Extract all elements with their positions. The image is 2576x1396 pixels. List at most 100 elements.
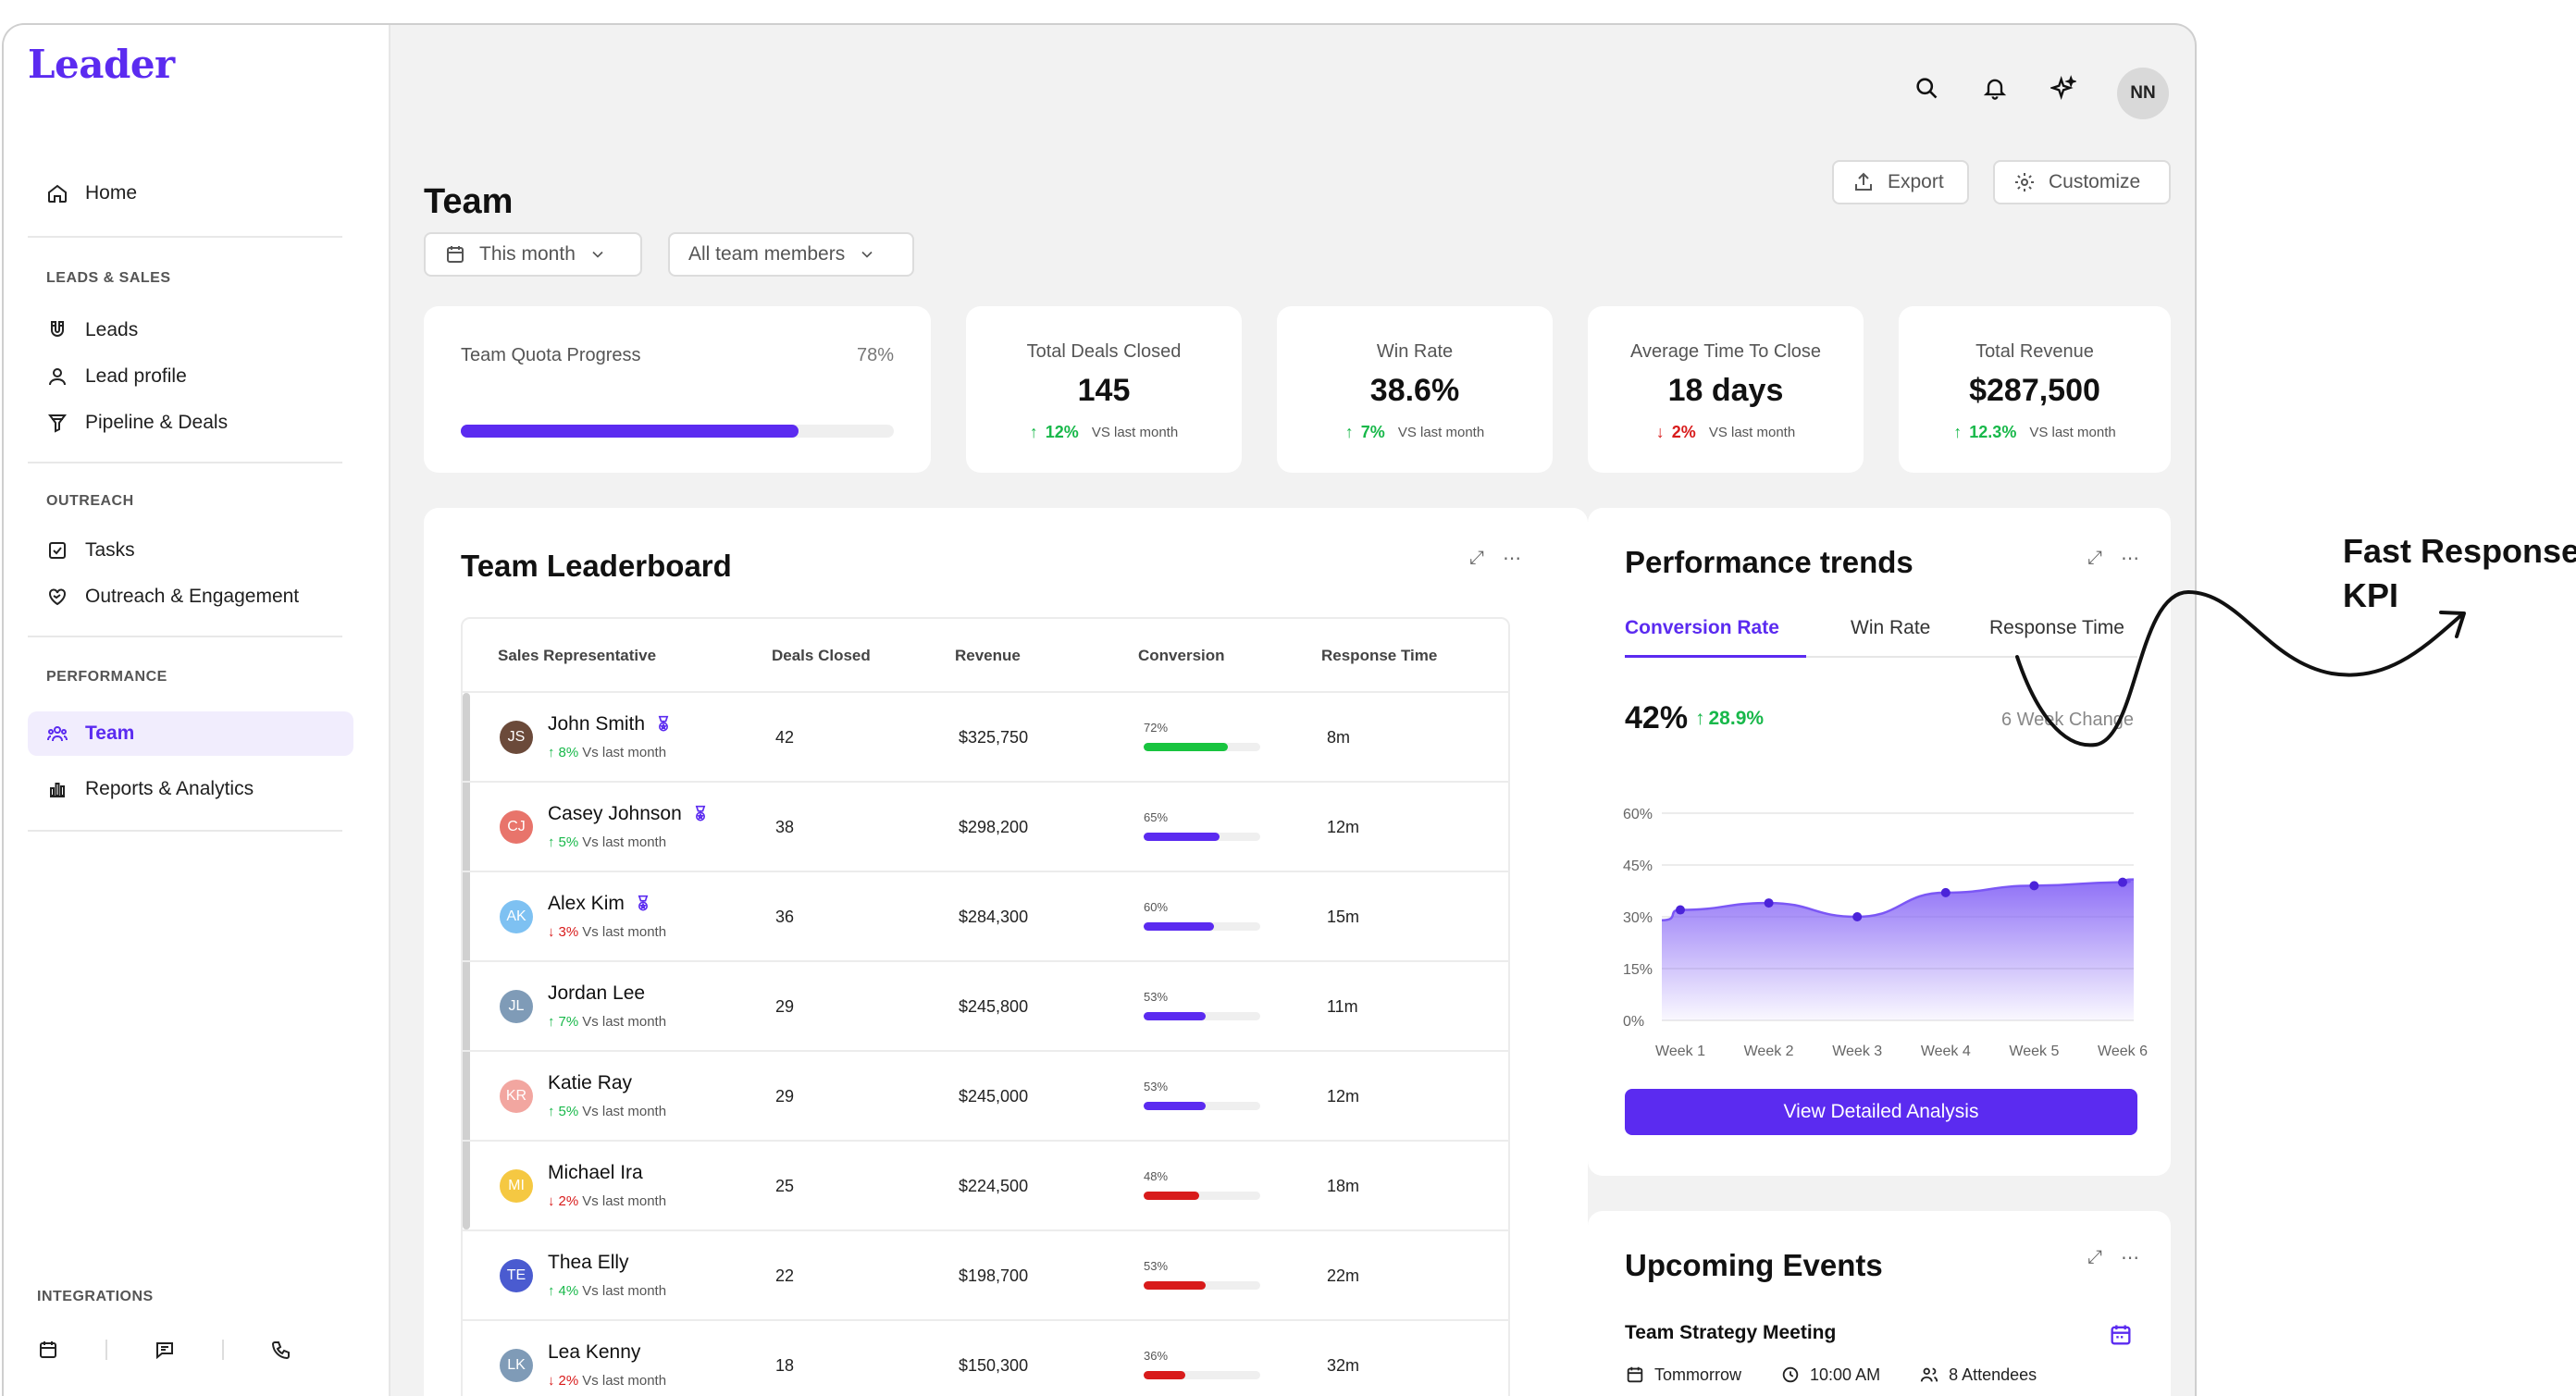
table-row[interactable]: AK Alex Kim ↓ 3% Vs last month 36 $284,300 60% 1… (463, 871, 1508, 960)
annotation-line: KPI (2343, 576, 2399, 614)
app-logo[interactable]: Leader (28, 42, 175, 87)
rep-name[interactable]: Alex Kim (548, 893, 625, 914)
data-point (1676, 905, 1685, 915)
rep-name[interactable]: Casey Johnson (548, 803, 682, 824)
table-row[interactable]: TE Thea Elly ↑ 4% Vs last month 22 $198,700 53%… (463, 1229, 1508, 1319)
tab-win-rate[interactable]: Win Rate (1851, 617, 1931, 638)
calendar-icon[interactable] (37, 1339, 59, 1361)
view-analysis-button[interactable]: View Detailed Analysis (1625, 1089, 2137, 1135)
conversion-label: 48% (1144, 1169, 1169, 1183)
user-avatar[interactable]: NN (2117, 68, 2169, 119)
members-select[interactable]: All team members (668, 232, 914, 277)
conversion-label: 60% (1144, 900, 1169, 914)
table-row[interactable]: KR Katie Ray ↑ 5% Vs last month 29 $245,000 53%… (463, 1050, 1508, 1140)
conversion-label: 36% (1144, 1349, 1169, 1363)
rep-trend: ↑ 5% Vs last month (548, 834, 666, 850)
calendar-icon (1627, 1366, 1643, 1383)
export-button[interactable]: Export (1832, 160, 1969, 204)
area-fill (1662, 879, 2134, 1020)
conversion-bar-fill (1144, 1192, 1200, 1200)
column-header[interactable]: Revenue (955, 647, 1021, 664)
response-cell: 22m (1327, 1266, 1360, 1285)
sparkle-icon[interactable] (2043, 68, 2084, 108)
tab-conversion-rate[interactable]: Conversion Rate (1625, 617, 1806, 658)
column-header[interactable]: Response Time (1321, 647, 1438, 664)
data-point (1940, 887, 1951, 897)
column-header[interactable]: Deals Closed (772, 647, 871, 664)
rep-trend-suffix: Vs last month (582, 924, 667, 940)
team-icon (47, 726, 68, 742)
sidebar-item-lead-profile[interactable]: Lead profile (28, 354, 353, 399)
sidebar-item-team[interactable]: Team (28, 711, 353, 756)
divider (28, 830, 342, 832)
quota-progress-track (461, 425, 894, 438)
avatar: TE (500, 1259, 533, 1292)
kpi-value: 18 days (1667, 373, 1784, 408)
table-row[interactable]: JL Jordan Lee ↑ 7% Vs last month 29 $245,800 53… (463, 960, 1508, 1050)
leaderboard-table: Sales Representative Deals Closed Revenu… (461, 617, 1510, 1396)
bell-icon[interactable] (1975, 68, 2015, 108)
conversion-label: 53% (1144, 1080, 1169, 1093)
rep-name[interactable]: John Smith (548, 713, 646, 735)
rep-name[interactable]: Jordan Lee (548, 982, 646, 1004)
table-row[interactable]: CJ Casey Johnson ↑ 5% Vs last month 38 $298,20… (463, 781, 1508, 871)
table-row[interactable]: MI Michael Ira ↓ 2% Vs last month 25 $224,500 4… (463, 1140, 1508, 1229)
award-icon (638, 895, 649, 911)
event-name[interactable]: Team Strategy Meeting (1625, 1322, 1837, 1343)
card-tools: ⤢ ⋯ (2087, 547, 2139, 570)
conversion-label: 53% (1144, 1259, 1169, 1273)
data-point (1764, 898, 1774, 908)
response-cell: 11m (1327, 997, 1358, 1016)
avatar: JS (500, 721, 533, 754)
sidebar-item-reports[interactable]: Reports & Analytics (28, 767, 353, 811)
table-row[interactable]: JS John Smith ↑ 8% Vs last month 42 $325,750 72… (463, 691, 1508, 781)
conversion-bar-track (1144, 1371, 1260, 1379)
divider (105, 1340, 107, 1360)
user-icon (49, 368, 66, 386)
sidebar-item-label: Pipeline & Deals (85, 412, 229, 433)
y-tick-label: 30% (1623, 910, 1653, 926)
more-icon[interactable]: ⋯ (2121, 1248, 2139, 1268)
y-tick-label: 15% (1623, 962, 1653, 978)
sidebar-item-tasks[interactable]: Tasks (28, 528, 353, 573)
revenue-cell: $325,750 (959, 728, 1029, 747)
divider (28, 462, 342, 463)
tab-response-time[interactable]: Response Time (1989, 617, 2124, 638)
quota-label: Team Quota Progress (461, 345, 641, 365)
expand-icon[interactable]: ⤢ (2087, 1247, 2102, 1267)
avatar: CJ (500, 810, 533, 844)
expand-icon[interactable]: ⤢ (2087, 548, 2102, 568)
conversion-label: 53% (1144, 990, 1169, 1004)
period-select[interactable]: This month (424, 232, 642, 277)
rep-name[interactable]: Thea Elly (548, 1252, 629, 1273)
conversion-label: 65% (1144, 810, 1169, 824)
award-icon (658, 715, 669, 732)
kpi-change-vs: VS last month (1708, 425, 1796, 440)
deals-cell: 29 (775, 997, 795, 1016)
column-header[interactable]: Sales Representative (498, 647, 657, 664)
phone-icon[interactable] (270, 1339, 292, 1361)
table-row[interactable]: LK Lea Kenny ↓ 2% Vs last month 18 $150,300 36%… (463, 1319, 1508, 1396)
expand-icon[interactable]: ⤢ (1469, 548, 1484, 568)
column-header[interactable]: Conversion (1138, 647, 1225, 664)
rep-name[interactable]: Katie Ray (548, 1072, 633, 1093)
conversion-bar-fill (1144, 743, 1228, 751)
more-icon[interactable]: ⋯ (1503, 549, 1521, 569)
customize-button[interactable]: Customize (1993, 160, 2171, 204)
trend-change-value: 28.9% (1708, 708, 1765, 729)
checkbox-icon (49, 542, 66, 559)
sidebar-item-pipeline[interactable]: Pipeline & Deals (28, 401, 353, 445)
rep-trend-suffix: Vs last month (582, 1373, 667, 1389)
rep-name[interactable]: Lea Kenny (548, 1341, 641, 1363)
more-icon[interactable]: ⋯ (2121, 549, 2139, 569)
chat-icon[interactable] (154, 1339, 176, 1361)
sidebar-item-outreach[interactable]: Outreach & Engagement (28, 574, 353, 619)
sidebar-item-home[interactable]: Home (28, 171, 353, 216)
sidebar-item-leads[interactable]: Leads (28, 308, 353, 352)
calendar-icon[interactable] (2108, 1322, 2134, 1353)
magnet-icon (51, 321, 64, 337)
search-icon[interactable] (1906, 68, 1947, 108)
period-select-value: This month (479, 243, 576, 265)
rep-name[interactable]: Michael Ira (548, 1162, 643, 1183)
funnel-icon (48, 414, 67, 433)
